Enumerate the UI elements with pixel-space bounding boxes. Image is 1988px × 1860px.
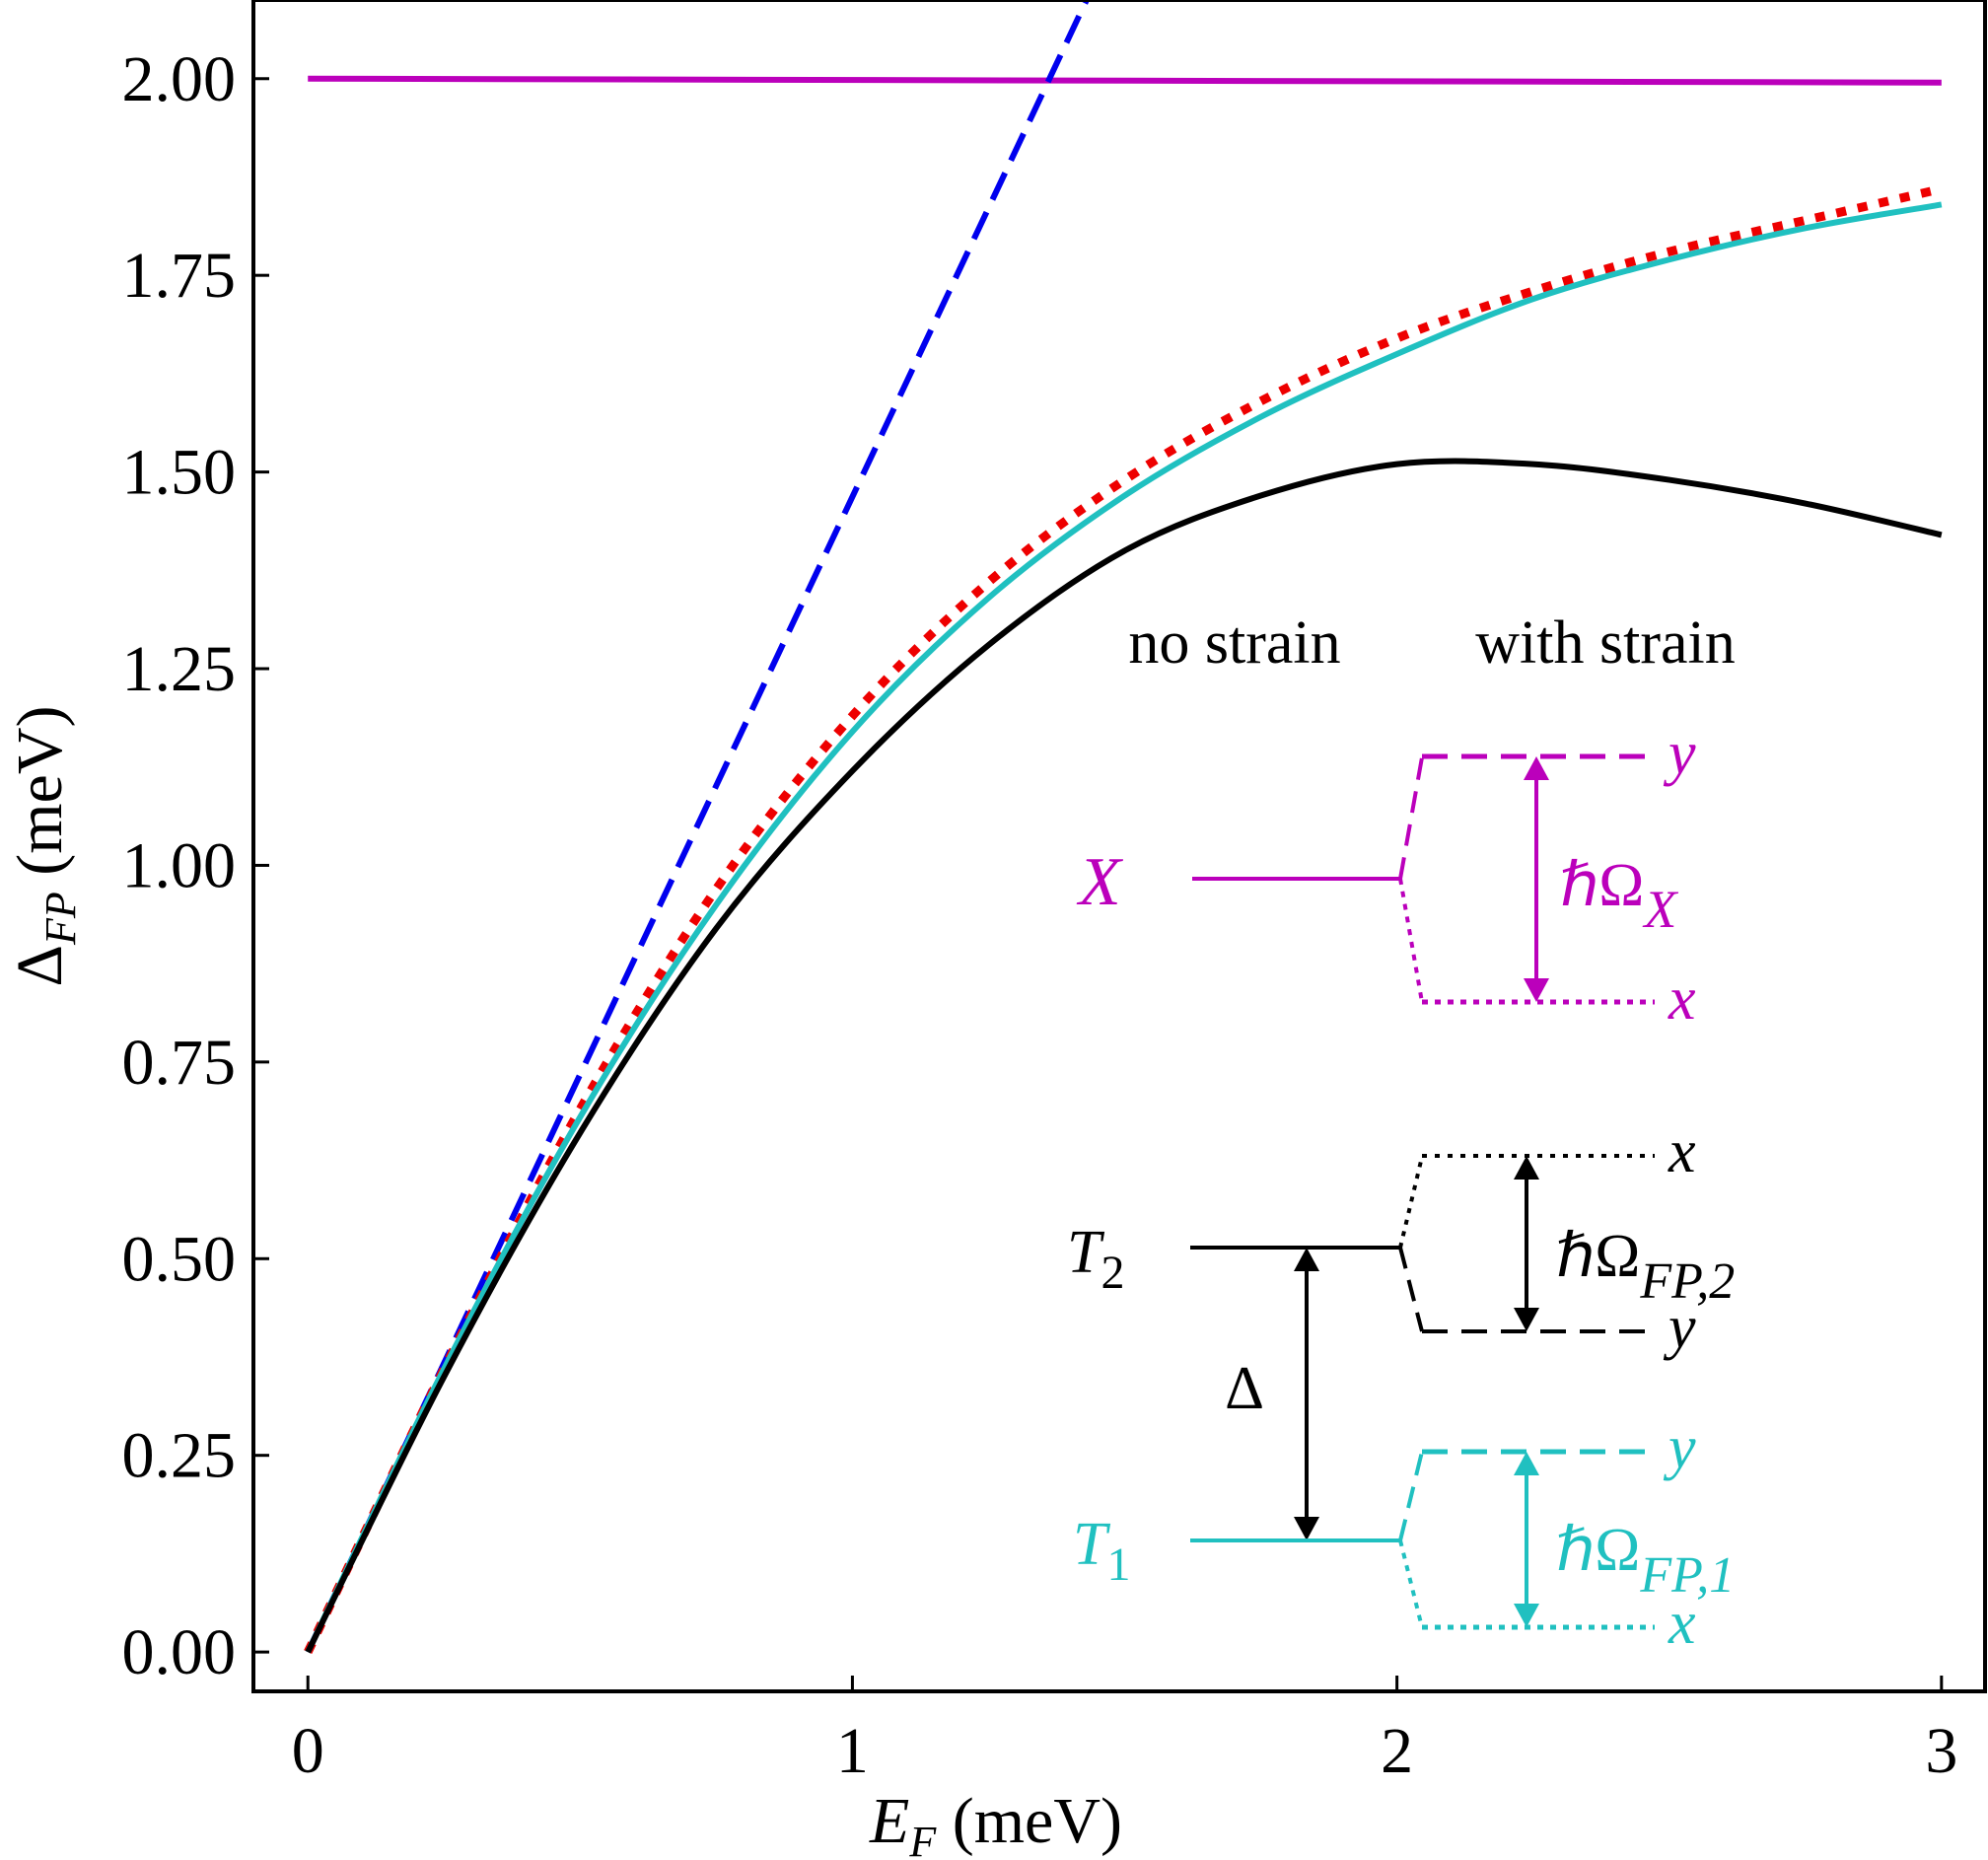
y-tick-label-6: 1.50 (122, 437, 237, 509)
connector-T1-x (1398, 1539, 1424, 1628)
arrow-Delta-head-down (1294, 1517, 1319, 1540)
x-tick-label-0: 0 (292, 1715, 324, 1787)
level-T1-sub: 1 (1106, 1538, 1130, 1591)
connector-T2-x (1398, 1156, 1424, 1249)
y-tick-label-1: 0.25 (122, 1420, 237, 1492)
series-line-5 (305, 458, 1943, 1654)
x-axis-label: EF (meV) (869, 1785, 1122, 1860)
level-label-X: X (1076, 844, 1124, 920)
splitting-FP2-base: ℏΩ (1556, 1223, 1640, 1290)
x-tick-label-2: 2 (1381, 1715, 1413, 1787)
y-axis-label: ΔFP (meV) (4, 706, 85, 987)
splitting-FP2-sub: FP,2 (1639, 1253, 1735, 1310)
connector-T2-y (1398, 1247, 1424, 1332)
sublevel-X-y: y (1663, 720, 1696, 787)
y-tick-label-4: 1.00 (122, 829, 237, 901)
sublevel-X-x: x (1668, 966, 1696, 1033)
level-T2-sub: 2 (1100, 1247, 1124, 1299)
y-tick-label-0: 0.00 (122, 1616, 237, 1688)
splitting-X-base: ℏΩ (1560, 852, 1644, 919)
level-T1-base: T (1073, 1511, 1111, 1578)
arrow-X-head-up (1524, 756, 1549, 780)
arrow-X-head-down (1524, 978, 1549, 1002)
arrow-Delta-head-up (1294, 1248, 1319, 1271)
sublevel-T1-x: x (1668, 1590, 1696, 1657)
connector-X-y (1398, 756, 1424, 880)
arrow-FP2-head-up (1514, 1156, 1539, 1180)
level-label-T1: T1 (1073, 1511, 1130, 1591)
y-tick-label-7: 1.75 (122, 240, 237, 312)
y-tick-label-8: 2.00 (122, 43, 237, 115)
splitting-label-FP2: ℏΩFP,2 (1556, 1223, 1735, 1310)
delta-label: Δ (1225, 1355, 1264, 1422)
level-label-T2: T2 (1067, 1219, 1124, 1299)
energy-level-diagram: no strain with strain X y x ℏΩX T2 x y ℏ… (1067, 609, 1736, 1657)
x-tick-label-1: 1 (836, 1715, 869, 1787)
splitting-FP1-base: ℏΩ (1556, 1517, 1640, 1584)
header-with-strain: with strain (1475, 609, 1735, 677)
sublevel-T2-y: y (1663, 1294, 1696, 1361)
arrow-FP1-head-up (1514, 1452, 1539, 1475)
y-tick-label-3: 0.75 (122, 1027, 237, 1099)
plot-frame (251, 0, 1987, 1693)
arrow-FP1-head-down (1514, 1604, 1539, 1627)
splitting-label-X: ℏΩX (1560, 852, 1678, 939)
y-tick-label-2: 0.50 (122, 1223, 237, 1295)
sublevel-T1-y: y (1663, 1414, 1696, 1481)
connector-X-x (1398, 878, 1424, 1003)
series-layer (304, 0, 1943, 1655)
ticks-layer: 0 1 2 3 0.00 0.25 0.50 0.75 1.00 1.25 1.50 1.75 2.00 (122, 43, 1958, 1787)
x-tick-label-3: 3 (1925, 1715, 1957, 1787)
level-T2-base: T (1067, 1219, 1105, 1286)
header-no-strain: no strain (1128, 609, 1340, 677)
y-tick-label-5: 1.25 (122, 633, 237, 705)
connector-T1-y (1398, 1451, 1424, 1541)
arrow-FP2-head-down (1514, 1308, 1539, 1331)
splitting-X-sub: X (1642, 880, 1678, 939)
splitting-FP1-sub: FP,1 (1639, 1547, 1735, 1604)
series-line-1 (308, 75, 1942, 86)
series-line-4 (305, 201, 1943, 1654)
splitting-label-FP1: ℏΩFP,1 (1556, 1517, 1735, 1604)
sublevel-T2-x: x (1668, 1118, 1696, 1185)
